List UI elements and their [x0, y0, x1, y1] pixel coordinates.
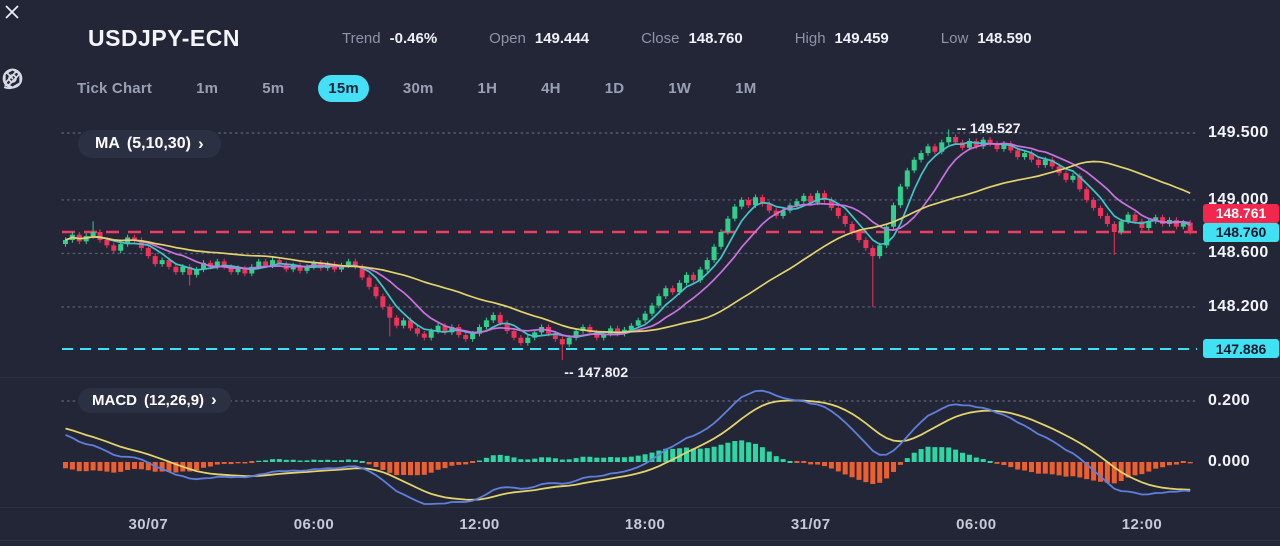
- tab-30m[interactable]: 30m: [393, 75, 444, 102]
- bottom-edge: [0, 540, 1280, 541]
- chart-annotation: -- 147.802: [564, 364, 629, 381]
- page-title: USDJPY-ECN: [88, 24, 240, 51]
- time-label: 31/07: [790, 516, 831, 533]
- price-tick: 149.500: [1208, 124, 1269, 141]
- tab-1d[interactable]: 1D: [595, 75, 635, 102]
- stat-low: Low 148.590: [940, 29, 1032, 47]
- stat-trend: Trend -0.46%: [341, 29, 438, 47]
- tab-5m[interactable]: 5m: [252, 75, 294, 102]
- chevron-right-icon: ›: [197, 133, 204, 153]
- tab-1w[interactable]: 1W: [658, 75, 701, 102]
- toolbar: Tick Chart 1m 5m 15m 30m 1H 4H 1D 1W 1M: [0, 66, 1280, 110]
- tab-tick-chart[interactable]: Tick Chart: [67, 75, 162, 102]
- macd-params: (12,26,9): [144, 392, 205, 409]
- ma-label: MA: [95, 135, 120, 152]
- time-label: 06:00: [293, 516, 335, 533]
- time-label: 12:00: [459, 516, 500, 533]
- tab-1m[interactable]: 1M: [725, 75, 766, 102]
- ma-indicator-badge[interactable]: MA (5,10,30) ›: [78, 130, 221, 158]
- tab-1m[interactable]: 1m: [186, 75, 228, 102]
- time-label: 18:00: [624, 516, 666, 533]
- tab-4h[interactable]: 4H: [531, 75, 571, 102]
- macd-label: MACD: [92, 392, 137, 409]
- stat-open: Open 149.444: [489, 29, 590, 47]
- tab-1h[interactable]: 1H: [468, 75, 508, 102]
- time-label: 06:00: [956, 516, 997, 533]
- axis-divider: [0, 507, 1280, 508]
- panel-divider: [0, 377, 1280, 378]
- current-price-badge: 148.760: [1203, 222, 1279, 242]
- header: USDJPY-ECN Trend -0.46% Open 149.444 Clo…: [0, 0, 1280, 62]
- timeframe-tabs: Tick Chart 1m 5m 15m 30m 1H 4H 1D 1W 1M: [67, 74, 790, 102]
- chart-annotation: -- 149.527: [956, 120, 1021, 137]
- time-label: 30/07: [128, 516, 169, 533]
- macd-indicator-badge[interactable]: MACD (12,26,9) ›: [78, 388, 231, 413]
- chevron-right-icon: ›: [211, 390, 217, 409]
- macd-tick: 0.000: [1208, 453, 1251, 470]
- price-tick: 148.600: [1208, 244, 1269, 262]
- stat-high: High 149.459: [794, 29, 889, 47]
- price-tick: 148.200: [1208, 297, 1269, 315]
- stats-bar: Trend -0.46% Open 149.444 Close 148.760 …: [342, 30, 1032, 47]
- tab-15m[interactable]: 15m: [318, 74, 369, 102]
- stat-close: Close 148.760: [641, 29, 743, 47]
- ma-params: (5,10,30): [126, 135, 191, 152]
- ask-price-badge: 148.761: [1203, 203, 1279, 223]
- support-price-badge: 147.886: [1203, 339, 1279, 359]
- time-label: 12:00: [1121, 516, 1163, 533]
- macd-tick: 0.200: [1208, 392, 1251, 409]
